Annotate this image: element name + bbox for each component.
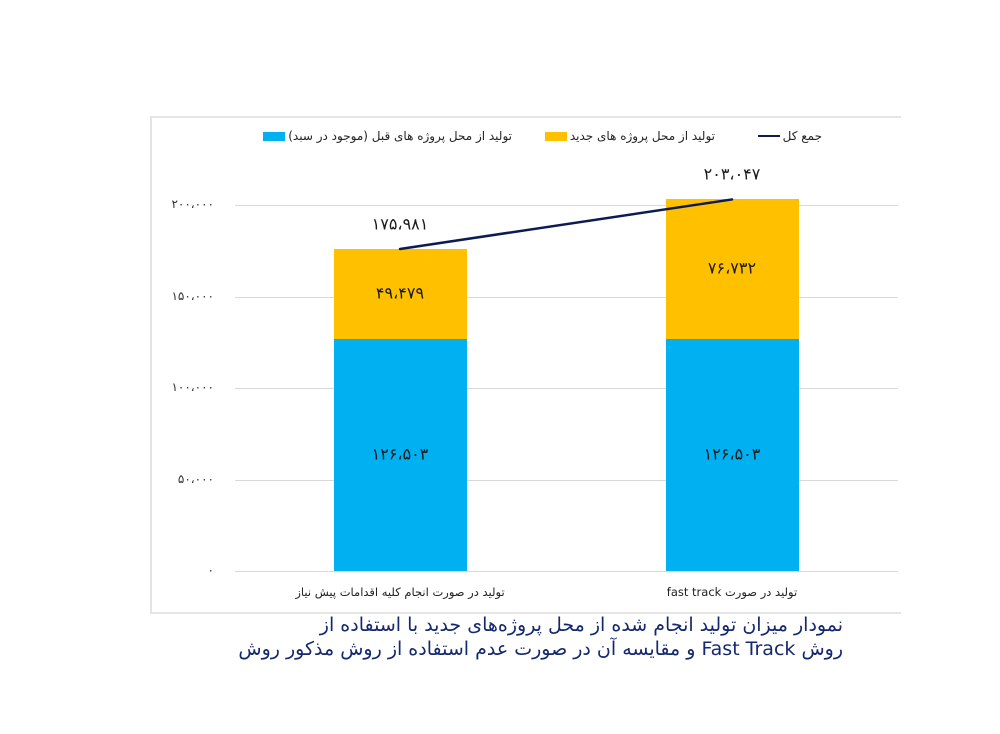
- legend-box-swatch-icon: [263, 131, 286, 141]
- y-tick-label: ۰: [207, 563, 214, 577]
- chart-frame: [150, 116, 901, 614]
- total-label: ۲۰۳،۰۴۷: [703, 164, 761, 184]
- x-category-label: تولید در صورت انجام کلیه اقدامات پیش نیا…: [295, 585, 505, 599]
- y-tick-label: ۱۵۰،۰۰۰: [171, 288, 214, 303]
- legend-box-swatch-icon: [544, 131, 567, 141]
- data-label: ۴۹،۴۷۹: [375, 283, 425, 303]
- bar-segment-previous-projects: [665, 339, 799, 571]
- y-tick-label: ۵۰،۰۰۰: [177, 471, 214, 486]
- legend-line-swatch-icon: [757, 135, 780, 137]
- caption-line-1: نمودار میزان تولید انجام شده از محل پروژ…: [319, 614, 843, 636]
- legend-item-total: جمع کل: [757, 127, 822, 145]
- total-label: ۱۷۵،۹۸۱: [371, 214, 429, 234]
- x-category-label: تولید در صورت fast track: [666, 585, 798, 599]
- gridline: [235, 388, 898, 389]
- data-label: ۷۶،۷۳۲: [707, 258, 757, 278]
- gridline: [235, 479, 898, 481]
- y-tick-label: ۲۰۰،۰۰۰: [171, 197, 214, 211]
- legend-item-new-projects: تولید از محل پروژه های جدید: [544, 127, 715, 145]
- legend-label: تولید از محل پروژه های جدید: [569, 129, 715, 143]
- legend-label: تولید از محل پروژه های قبل (موجود در سبد…: [288, 129, 512, 143]
- figure-caption: نمودار میزان تولید انجام شده از محل پروژ…: [143, 613, 843, 661]
- legend-item-previous-projects: تولید از محل پروژه های قبل (موجود در سبد…: [263, 127, 512, 145]
- gridline-baseline: [235, 571, 898, 572]
- gridline: [235, 296, 898, 298]
- data-label: ۱۲۶،۵۰۳: [703, 444, 761, 464]
- gridline: [235, 205, 898, 206]
- legend-label: جمع کل: [782, 129, 822, 143]
- bar-segment-new-projects: [333, 248, 467, 340]
- y-tick-label: ۱۰۰،۰۰۰: [171, 380, 214, 394]
- bar-segment-previous-projects: [333, 339, 467, 571]
- data-label: ۱۲۶،۵۰۳: [371, 444, 429, 464]
- caption-line-2: روش Fast Track و مقایسه آن در صورت عدم ا…: [238, 638, 843, 660]
